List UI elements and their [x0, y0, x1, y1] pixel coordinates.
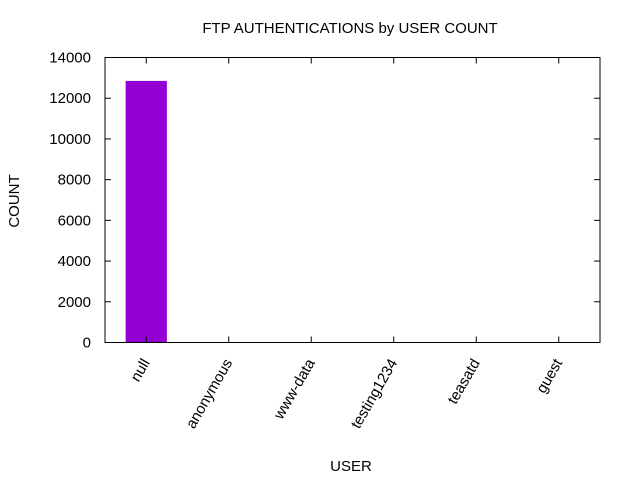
y-tick-label: 10000: [49, 131, 91, 148]
y-tick-label: 6000: [58, 212, 91, 229]
y-tick-label: 14000: [49, 50, 91, 67]
y-tick-label: 12000: [49, 90, 91, 107]
chart-title: FTP AUTHENTICATIONS by USER COUNT: [202, 20, 497, 37]
x-tick-label: guest: [533, 355, 566, 396]
bars-group: [125, 80, 167, 343]
x-tick-label: teasatd: [444, 356, 483, 407]
y-tick-label: 8000: [58, 172, 91, 189]
y-tick-label: 4000: [58, 253, 91, 270]
y-axis-label: COUNT: [6, 174, 23, 227]
y-tick-label: 0: [83, 335, 91, 352]
x-tick-label: testing1234: [348, 356, 402, 432]
x-tick-label: anonymous: [183, 356, 237, 432]
x-tick-label: null: [127, 356, 153, 385]
x-tick-label: www-data: [270, 355, 319, 423]
x-axis-label: USER: [330, 458, 372, 475]
bar-null: [125, 80, 167, 343]
y-tick-label: 2000: [58, 294, 91, 311]
plot-frame: [104, 57, 601, 343]
